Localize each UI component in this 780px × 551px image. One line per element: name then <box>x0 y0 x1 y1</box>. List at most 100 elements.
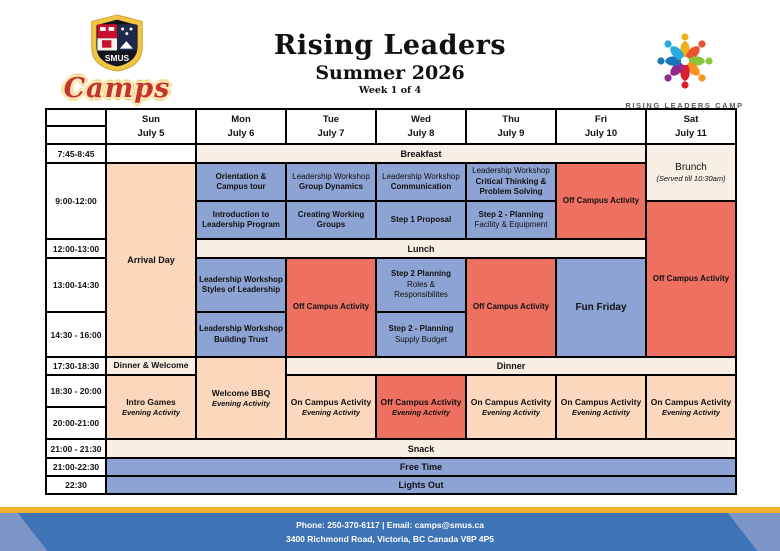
cell-line: Leadership Workshop <box>199 324 283 334</box>
cell-line: Facility & Equipment <box>474 220 548 229</box>
cell-wed-off-campus-evening: Off Campus Activity Evening Activity <box>375 374 467 440</box>
cell-line: Styles of Leadership <box>201 285 281 294</box>
time-label-free-time: 21:00-22:30 <box>45 457 107 477</box>
rising-leaders-camp-logo: RISING LEADERS CAMP <box>622 30 747 110</box>
day-name: Sat <box>683 113 699 125</box>
cell-line: Evening Activity <box>211 398 271 408</box>
cell-line: Intro Games <box>126 396 176 407</box>
cell-sun-intro-games: Intro Games Evening Activity <box>105 374 197 440</box>
cell-mon-building-trust: Leadership Workshop Building Trust <box>195 311 287 358</box>
cell-line: On Campus Activity <box>290 396 372 407</box>
cell-line: On Campus Activity <box>560 396 642 407</box>
cell-lunch: Lunch <box>195 238 647 259</box>
cell-line: Evening Activity <box>571 407 631 417</box>
cell-line: Leadership Workshop <box>199 274 283 284</box>
time-label-late-afternoon: 14:30 - 16:00 <box>45 311 107 358</box>
cell-line: Off Campus Activity <box>652 273 730 283</box>
cell-line: Off Campus Activity <box>292 302 370 312</box>
day-header-sat: Sat July 11 <box>645 108 737 145</box>
time-label-evening1: 18:30 - 20:00 <box>45 374 107 408</box>
cell-line: Step 2 - Planning <box>478 209 544 219</box>
footer-address: 3400 Richmond Road, Victoria, BC Canada … <box>285 533 494 544</box>
time-label-evening2: 20:00-21:00 <box>45 406 107 440</box>
cell-wed-step2-supply: Step 2 - Planning Supply Budget <box>375 311 467 358</box>
day-date: July 8 <box>407 127 435 139</box>
cell-wed-communication: Leadership Workshop Communication <box>375 162 467 202</box>
time-label-early-afternoon: 13:00-14:30 <box>45 257 107 313</box>
cell-thu-on-campus-evening: On Campus Activity Evening Activity <box>465 374 557 440</box>
brunch-title: Brunch <box>675 162 707 174</box>
title-block: Rising Leaders Summer 2026 Week 1 of 4 <box>190 30 590 96</box>
day-name: Wed <box>411 113 431 125</box>
smus-shield-icon: SMUS <box>91 14 143 72</box>
cell-line: Step 2 - Planning <box>388 324 454 334</box>
cell-tue-off-campus: Off Campus Activity <box>285 257 377 358</box>
cell-thu-off-campus: Off Campus Activity <box>465 257 557 358</box>
footer-phone-email: Phone: 250-370-6117 | Email: camps@smus.… <box>296 520 484 530</box>
cell-line: Building Trust <box>214 334 268 344</box>
cell-sun-breakfast-empty <box>105 143 197 164</box>
cell-tue-group-dynamics: Leadership Workshop Group Dynamics <box>285 162 377 202</box>
time-label-breakfast: 7:45-8:45 <box>45 143 107 164</box>
cell-line: Roles & Responsibilites <box>394 279 448 300</box>
day-date: July 9 <box>497 127 525 139</box>
cell-dinner: Dinner <box>285 356 737 376</box>
cell-wed-step1-proposal: Step 1 Proposal <box>375 200 467 240</box>
day-name: Mon <box>231 113 251 125</box>
cell-thu-step2-facility: Step 2 - Planning Facility & Equipment <box>465 200 557 240</box>
time-label-lights-out: 22:30 <box>45 475 107 495</box>
cell-line: On Campus Activity <box>470 396 552 407</box>
people-circle-icon <box>656 33 713 89</box>
cell-line: Orientation & <box>215 171 267 181</box>
cell-line: Campus tour <box>216 182 266 191</box>
corner-cell-bottom <box>45 125 107 145</box>
day-header-wed: Wed July 8 <box>375 108 467 145</box>
cell-sun-dinner-welcome: Dinner & Welcome <box>105 356 197 376</box>
cell-line: On Campus Activity <box>650 396 732 407</box>
corner-cell-top <box>45 108 107 127</box>
cell-line: Leadership Workshop <box>382 171 460 181</box>
cell-line: Step 1 Proposal <box>390 214 452 224</box>
cell-line: Off Campus Activity <box>472 302 550 312</box>
cell-line: Evening Activity <box>391 407 451 417</box>
day-name: Sun <box>142 113 160 125</box>
cell-free-time: Free Time <box>105 457 737 477</box>
cell-tue-working-groups: Creating Working Groups <box>285 200 377 240</box>
time-label-snack: 21:00 - 21:30 <box>45 438 107 459</box>
cell-line: Dinner & Welcome <box>113 360 189 371</box>
day-date: July 5 <box>137 127 165 139</box>
footer-gold-stripe <box>0 507 780 513</box>
cell-sat-off-campus: Off Campus Activity <box>645 200 737 358</box>
cell-line: Creating Working Groups <box>297 209 365 229</box>
cell-line: Supply Budget <box>394 334 448 344</box>
cell-mon-orientation: Orientation & Campus tour <box>195 162 287 202</box>
footer-band: Phone: 250-370-6117 | Email: camps@smus.… <box>0 513 780 551</box>
day-header-sun: Sun July 5 <box>105 108 197 145</box>
day-date: July 10 <box>584 127 618 139</box>
page-subtitle: Summer 2026 <box>315 62 465 84</box>
cell-lights-out: Lights Out <box>105 475 737 495</box>
day-name: Fri <box>594 113 608 125</box>
footer-contact: Phone: 250-370-6117 | Email: camps@smus.… <box>0 519 780 546</box>
cell-thu-critical-thinking: Leadership Workshop Critical Thinking & … <box>465 162 557 202</box>
day-header-thu: Thu July 9 <box>465 108 557 145</box>
cell-line: Critical Thinking & Problem Solving <box>475 176 547 197</box>
day-header-mon: Mon July 6 <box>195 108 287 145</box>
cell-line: Fun Friday <box>575 302 627 313</box>
cell-mon-intro-leadership: Introduction to Leadership Program <box>195 200 287 240</box>
page-title: Rising Leaders <box>273 30 507 61</box>
cell-line: Group Dynamics <box>298 182 363 191</box>
cell-line: Off Campus Activity <box>380 396 462 407</box>
cell-fri-fun-friday: Fun Friday <box>555 257 647 358</box>
cell-fri-off-campus: Off Campus Activity <box>555 162 647 240</box>
day-date: July 7 <box>317 127 345 139</box>
time-label-dinner: 17:30-18:30 <box>45 356 107 376</box>
day-name: Thu <box>502 113 520 125</box>
cell-wed-step2-roles: Step 2 Planning Roles & Responsibilites <box>375 257 467 313</box>
cell-mon-welcome-bbq: Welcome BBQ Evening Activity <box>195 356 287 440</box>
cell-line: Communication <box>390 182 452 191</box>
cell-sat-brunch: Brunch (Served till 10:30am) <box>645 143 737 202</box>
brunch-note: (Served till 10:30am) <box>656 174 726 184</box>
day-header-fri: Fri July 10 <box>555 108 647 145</box>
